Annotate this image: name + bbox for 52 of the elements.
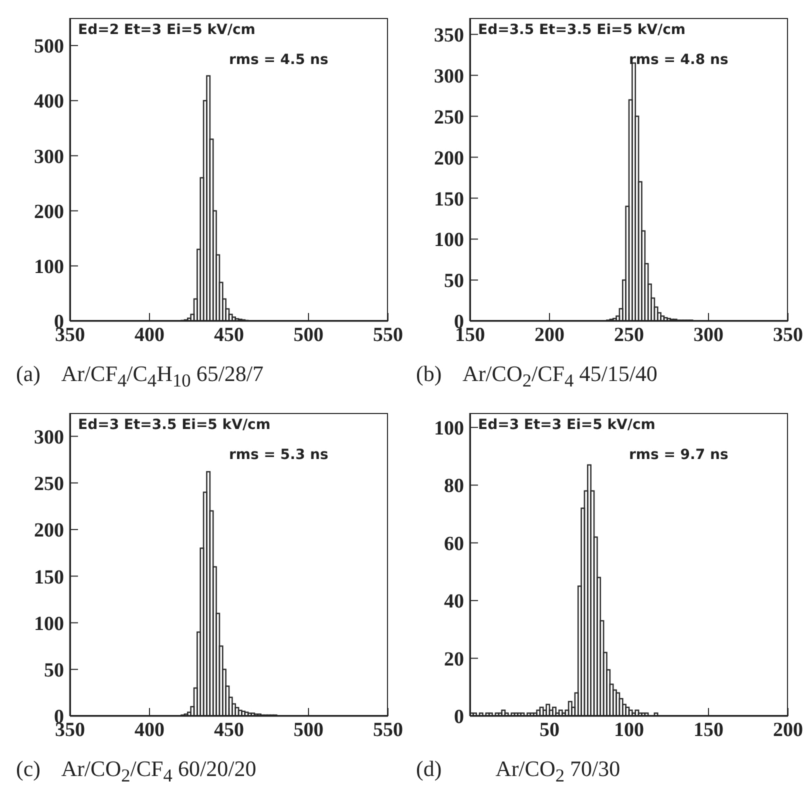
annotation: rms = 4.5 ns — [229, 52, 328, 68]
y-tick-label: 250 — [34, 473, 64, 496]
x-tick-label: 450 — [214, 324, 244, 346]
x-tick-label: 400 — [134, 324, 164, 346]
y-tick-label: 150 — [34, 566, 64, 588]
annotation: Ed=2 Et=3 Ei=5 kV/cm — [78, 22, 256, 38]
x-tick-label: 550 — [373, 719, 403, 742]
y-tick-label: 100 — [34, 256, 64, 278]
x-tick-label: 500 — [294, 324, 324, 346]
y-tick-label: 300 — [434, 65, 464, 88]
x-tick-label: 500 — [294, 719, 324, 742]
y-tick-label: 500 — [34, 36, 64, 58]
x-tick-label: 200 — [534, 324, 564, 346]
x-tick-label: 250 — [614, 324, 644, 346]
x-tick-label: 550 — [373, 324, 403, 346]
x-tick-label: 400 — [134, 719, 164, 742]
x-tick-label: 150 — [694, 719, 724, 742]
annotation: Ed=3 Et=3 Ei=5 kV/cm — [478, 417, 656, 433]
y-tick-label: 200 — [434, 147, 464, 170]
x-axis-title: (a) Ar/CF$_{4}$/C$_{4}$H$_{10}$ 65/28/7 — [16, 361, 264, 390]
y-tick-label: 300 — [34, 426, 64, 448]
y-tick-label: 300 — [34, 146, 64, 168]
y-tick-label: 20 — [444, 648, 464, 670]
y-tick-label: 50 — [444, 270, 464, 292]
annotation: Ed=3.5 Et=3.5 Ei=5 kV/cm — [478, 22, 686, 38]
y-tick-label: 350 — [434, 24, 464, 46]
y-tick-label: 0 — [454, 706, 464, 728]
y-tick-label: 250 — [434, 106, 464, 128]
x-axis-title: (d) Ar/CO$_{2}$ 70/30 — [416, 756, 620, 786]
x-axis-title: (b) Ar/CO$_{2}$/CF$_{4}$ 45/15/40 — [416, 361, 658, 390]
x-tick-label: 100 — [614, 719, 644, 742]
y-tick-label: 100 — [434, 229, 464, 252]
y-tick-label: 200 — [34, 200, 64, 223]
x-axis-title: (c) Ar/CO$_{2}$/CF$_{4}$ 60/20/20 — [16, 756, 256, 786]
annotation: rms = 4.8 ns — [629, 52, 728, 68]
x-tick-label: 300 — [694, 324, 724, 346]
y-tick-label: 50 — [44, 659, 64, 682]
annotation: rms = 5.3 ns — [229, 447, 328, 463]
y-tick-label: 80 — [444, 475, 464, 498]
x-tick-label: 350 — [773, 324, 803, 346]
y-tick-label: 60 — [444, 532, 464, 555]
annotation: Ed=3 Et=3.5 Ei=5 kV/cm — [78, 417, 270, 433]
x-tick-label: 450 — [214, 719, 244, 742]
y-tick-label: 100 — [434, 418, 464, 440]
y-tick-label: 400 — [34, 90, 64, 113]
y-tick-label: 200 — [34, 520, 64, 542]
y-tick-label: 150 — [434, 188, 464, 210]
annotation: rms = 9.7 ns — [629, 447, 728, 463]
x-tick-label: 200 — [773, 719, 803, 742]
x-tick-label: 50 — [540, 719, 560, 742]
y-tick-label: 100 — [34, 612, 64, 635]
y-tick-label: 40 — [444, 590, 464, 613]
